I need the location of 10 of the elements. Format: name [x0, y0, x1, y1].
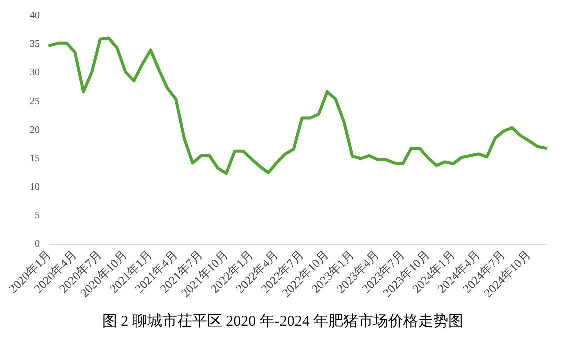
- y-tick-label: 10: [30, 182, 40, 193]
- y-tick-label: 20: [30, 124, 40, 136]
- y-tick-label: 0: [35, 239, 40, 250]
- y-tick-label: 5: [35, 210, 40, 222]
- y-tick-label: 30: [30, 68, 40, 79]
- text: 图 2 聊城市茌平区 2020 年-2024 年肥猪市场价格走势图: [101, 312, 465, 331]
- y-tick-label: 40: [30, 10, 40, 22]
- y-tick-label: 25: [30, 96, 40, 108]
- y-tick-label: 35: [30, 39, 40, 50]
- y-tick-label: 15: [30, 153, 40, 164]
